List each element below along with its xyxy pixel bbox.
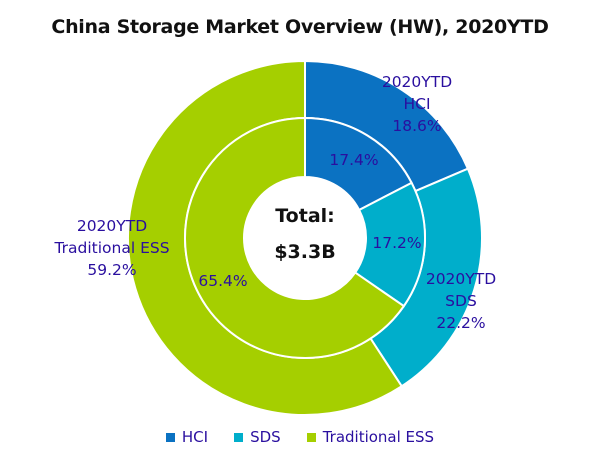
- label-value: 22.2%: [436, 314, 486, 332]
- inner-label-sds: 17.2%: [372, 234, 422, 252]
- inner-slice-traditional-ess[interactable]: [184, 116, 406, 359]
- legend-swatch-sds: [234, 432, 244, 442]
- legend-swatch-hci: [165, 432, 175, 442]
- chart-title: China Storage Market Overview (HW), 2020…: [51, 16, 549, 38]
- legend-label: Traditional ESS: [322, 428, 435, 446]
- label-period: 2020YTD: [425, 270, 497, 288]
- legend-label: HCI: [181, 428, 209, 446]
- legend-label: SDS: [250, 428, 281, 446]
- outer-label-sds: 2020YTD SDS 22.2%: [426, 268, 496, 334]
- center-total-value: $3.3B: [274, 241, 336, 263]
- center-total-label: Total:: [275, 205, 335, 227]
- label-category: Traditional ESS: [54, 239, 170, 257]
- outer-label-ess: 2020YTD Traditional ESS 59.2%: [54, 215, 169, 281]
- label-category: HCI: [403, 95, 431, 113]
- label-period: 2020YTD: [76, 217, 148, 235]
- label-period: 2020YTD: [381, 73, 453, 91]
- inner-label-hci: 17.4%: [329, 151, 379, 169]
- legend-item-hci[interactable]: HCI: [165, 428, 209, 446]
- label-category: SDS: [445, 292, 477, 310]
- outer-ring: [127, 59, 483, 416]
- inner-label-ess: 65.4%: [198, 272, 248, 290]
- legend: HCI SDS Traditional ESS: [0, 428, 600, 446]
- inner-ring: [184, 116, 426, 359]
- label-value: 59.2%: [87, 261, 137, 279]
- legend-item-traditional-ess[interactable]: Traditional ESS: [306, 428, 435, 446]
- label-value: 18.6%: [392, 117, 442, 135]
- legend-swatch-traditional-ess: [306, 432, 316, 442]
- outer-label-hci: 2020YTD HCI 18.6%: [382, 71, 452, 137]
- legend-item-sds[interactable]: SDS: [234, 428, 281, 446]
